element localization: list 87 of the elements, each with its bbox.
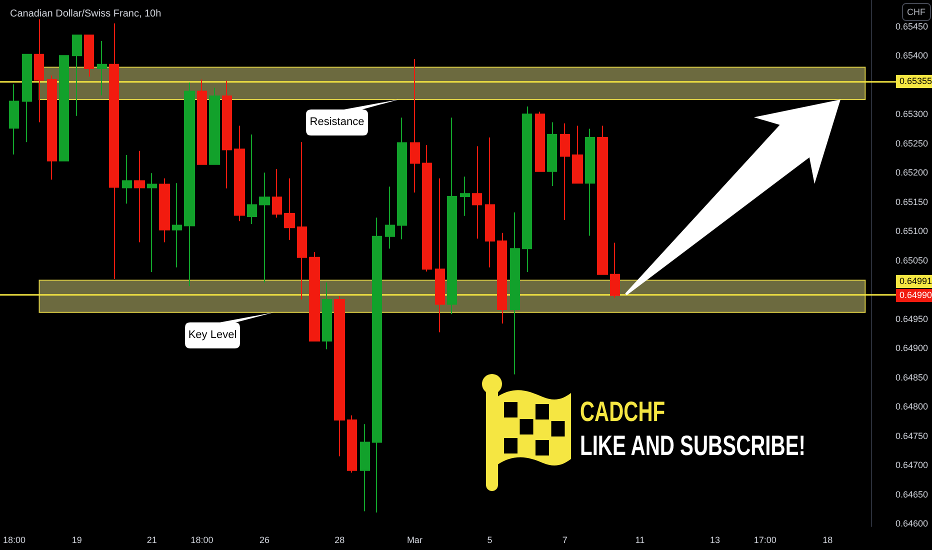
- candlestick: [172, 182, 182, 268]
- candlestick: [397, 117, 407, 240]
- x-tick-label: 13: [710, 535, 720, 545]
- candlestick: [485, 136, 495, 268]
- y-axis-title: CHF: [902, 3, 930, 21]
- candlestick: [97, 40, 107, 96]
- candlestick: [560, 122, 570, 220]
- candlestick: [435, 178, 445, 333]
- candlestick: [297, 142, 307, 300]
- text: Canadian Dollar/Swiss Franc, 10h: [10, 8, 162, 20]
- y-tick-label: 0.64650: [895, 489, 928, 500]
- y-tick-label: 0.65150: [895, 196, 928, 207]
- x-tick-label: 18: [822, 535, 833, 545]
- band-label: Resistance: [308, 115, 366, 130]
- x-tick-label: 19: [72, 535, 82, 545]
- candlestick: [372, 217, 382, 513]
- candlestick: [159, 178, 170, 243]
- candlestick: [47, 74, 57, 180]
- candlestick: [222, 80, 232, 189]
- annotation: LIKE AND SUBSCRIBE!: [580, 430, 806, 462]
- y-tick-label: 0.65100: [895, 226, 928, 236]
- ref-line-label: 0.65355: [896, 75, 932, 88]
- text: 0.64990: [896, 288, 932, 302]
- ref-line-label: 0.64991: [896, 274, 932, 288]
- candlestick: [84, 34, 94, 78]
- x-tick-label: 11: [635, 535, 645, 545]
- y-tick-label: 0.65250: [895, 138, 928, 148]
- candlestick: [322, 282, 332, 350]
- candlestick: [272, 168, 282, 218]
- candlestick: [9, 84, 19, 155]
- y-tick-label: 0.65450: [895, 21, 928, 32]
- band-label: Key Level: [187, 328, 238, 344]
- x-tick-label: 7: [562, 535, 568, 545]
- candlestick: [184, 82, 195, 287]
- candlestick: [422, 144, 432, 272]
- y-tick-label: 0.64700: [895, 460, 928, 470]
- candlestick: [547, 122, 557, 187]
- candlestick: [347, 414, 357, 474]
- candlestick: [234, 125, 245, 222]
- x-tick-label: 21: [146, 535, 157, 545]
- candlestick: [447, 117, 457, 315]
- x-tick-label: 28: [334, 535, 345, 545]
- candlestick: [72, 34, 82, 116]
- annotation: CADCHF: [580, 396, 666, 428]
- candlestick: [522, 106, 532, 273]
- candlestick: [122, 154, 132, 204]
- candlestick: [247, 134, 257, 225]
- candlestick: [597, 125, 608, 275]
- candlestick: [109, 22, 119, 280]
- y-tick-label: 0.64900: [895, 343, 928, 354]
- x-tick-label: 26: [260, 535, 270, 545]
- x-tick-label: 18:00: [2, 535, 26, 545]
- candlestick: [309, 252, 320, 342]
- candlestick: [497, 232, 507, 324]
- y-tick-label: 0.64750: [895, 430, 928, 441]
- y-tick-label: 0.64800: [895, 402, 928, 412]
- x-tick-label: 17:00: [754, 535, 776, 545]
- candlestick: [134, 150, 145, 243]
- candlestick: [34, 18, 44, 123]
- y-tick-label: 0.65050: [895, 255, 928, 266]
- candlestick: [259, 172, 270, 284]
- candlestick: [59, 55, 69, 162]
- candlestick: [334, 296, 345, 457]
- candlestick: [360, 424, 370, 512]
- candlestick: [572, 125, 583, 184]
- candlestick: [209, 87, 220, 165]
- y-tick-label: 0.65200: [895, 168, 928, 178]
- candlestick: [197, 79, 207, 165]
- x-tick-label: 5: [487, 535, 492, 545]
- candlestick: [472, 146, 482, 240]
- candlestick: [147, 172, 157, 273]
- candlestick: [284, 178, 295, 240]
- y-tick-label: 0.65400: [895, 50, 928, 61]
- candlestick: [610, 242, 620, 298]
- y-tick-label: 0.64600: [895, 518, 928, 529]
- x-tick-label: Mar: [406, 535, 422, 545]
- candlestick: [22, 54, 32, 143]
- candlestick: [585, 128, 595, 236]
- candlestick: [385, 186, 395, 250]
- candlestick: [535, 111, 545, 172]
- candlestick: [410, 58, 420, 193]
- candlestick: [460, 176, 470, 216]
- y-tick-label: 0.65300: [895, 109, 928, 120]
- candlestick: [510, 212, 520, 375]
- x-tick-label: 18:00: [190, 535, 214, 545]
- y-tick-label: 0.64950: [895, 314, 928, 324]
- y-tick-label: 0.64850: [895, 372, 928, 382]
